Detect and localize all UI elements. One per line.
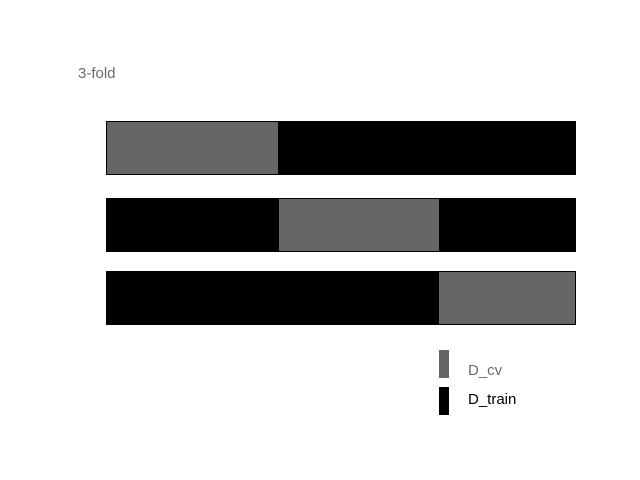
fold-3-bar	[106, 271, 576, 325]
fold-2-train-segment-left	[107, 199, 279, 251]
fold-2-train-segment-right	[439, 199, 575, 251]
legend-train-swatch	[439, 387, 449, 415]
legend-train-label: D_train	[468, 391, 517, 408]
fold-2-bar	[106, 198, 576, 252]
fold-1-cv-segment	[107, 122, 278, 174]
fold-3-cv-segment	[439, 272, 575, 324]
legend-cv-swatch	[439, 350, 449, 378]
fold-3-train-segment	[107, 272, 439, 324]
fold-1-bar	[106, 121, 576, 175]
fold-2-cv-segment	[279, 199, 439, 251]
fold-1-train-segment	[278, 122, 575, 174]
diagram-title: 3-fold	[78, 65, 116, 82]
legend-cv-label: D_cv	[468, 362, 503, 379]
